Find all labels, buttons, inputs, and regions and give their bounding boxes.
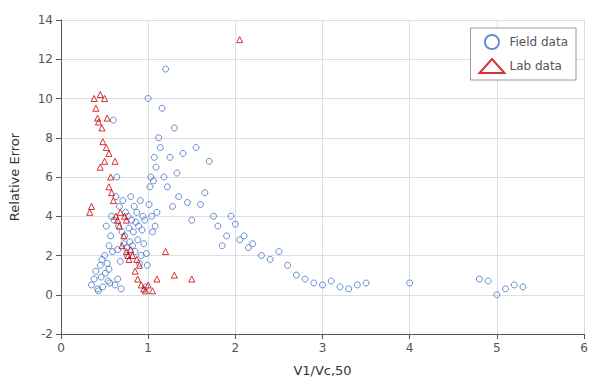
svg-text:0: 0 bbox=[45, 288, 53, 302]
svg-text:1: 1 bbox=[144, 341, 152, 355]
svg-text:5: 5 bbox=[493, 341, 501, 355]
svg-text:4: 4 bbox=[45, 209, 53, 223]
svg-text:-2: -2 bbox=[41, 327, 53, 341]
svg-text:2: 2 bbox=[232, 341, 240, 355]
svg-text:Lab data: Lab data bbox=[509, 59, 561, 73]
svg-text:4: 4 bbox=[406, 341, 414, 355]
svg-text:Field data: Field data bbox=[509, 35, 568, 49]
svg-text:6: 6 bbox=[580, 341, 588, 355]
svg-text:6: 6 bbox=[45, 170, 53, 184]
svg-text:8: 8 bbox=[45, 131, 53, 145]
svg-text:Relative Error: Relative Error bbox=[7, 132, 22, 221]
svg-text:10: 10 bbox=[38, 92, 53, 106]
svg-text:14: 14 bbox=[38, 13, 53, 27]
svg-text:12: 12 bbox=[38, 52, 53, 66]
svg-text:V1/Vc,50: V1/Vc,50 bbox=[293, 363, 351, 378]
svg-text:2: 2 bbox=[45, 249, 53, 263]
svg-text:3: 3 bbox=[319, 341, 327, 355]
svg-text:0: 0 bbox=[57, 341, 65, 355]
